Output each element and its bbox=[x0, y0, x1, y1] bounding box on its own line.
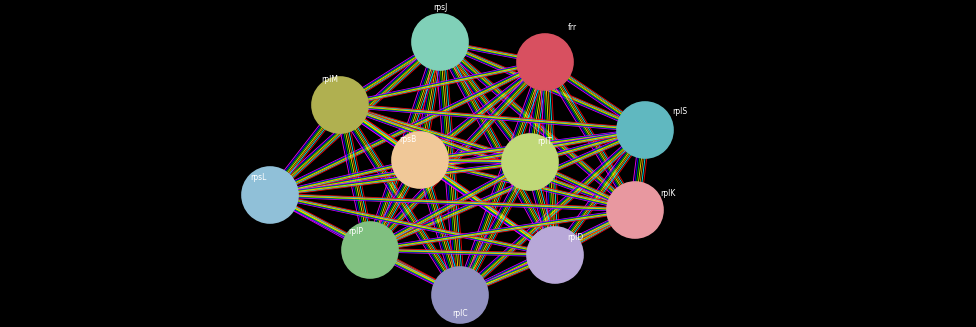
Ellipse shape bbox=[502, 134, 558, 190]
Ellipse shape bbox=[527, 227, 583, 283]
Text: frr: frr bbox=[567, 24, 577, 32]
Text: rpsJ: rpsJ bbox=[432, 4, 447, 12]
Text: rplT: rplT bbox=[538, 137, 552, 146]
Text: rplM: rplM bbox=[321, 76, 339, 84]
Text: rpsB: rpsB bbox=[399, 135, 417, 145]
Text: rplC: rplC bbox=[452, 308, 468, 318]
Text: rplD: rplD bbox=[567, 232, 583, 242]
Ellipse shape bbox=[342, 222, 398, 278]
Ellipse shape bbox=[607, 182, 663, 238]
Text: rplP: rplP bbox=[348, 228, 363, 236]
Ellipse shape bbox=[412, 14, 468, 70]
Ellipse shape bbox=[392, 132, 448, 188]
Ellipse shape bbox=[312, 77, 368, 133]
Text: rpsL: rpsL bbox=[250, 174, 266, 182]
Text: rplK: rplK bbox=[661, 188, 675, 198]
Ellipse shape bbox=[617, 102, 673, 158]
Ellipse shape bbox=[517, 34, 573, 90]
Ellipse shape bbox=[242, 167, 298, 223]
Text: rplS: rplS bbox=[672, 108, 687, 116]
Ellipse shape bbox=[432, 267, 488, 323]
